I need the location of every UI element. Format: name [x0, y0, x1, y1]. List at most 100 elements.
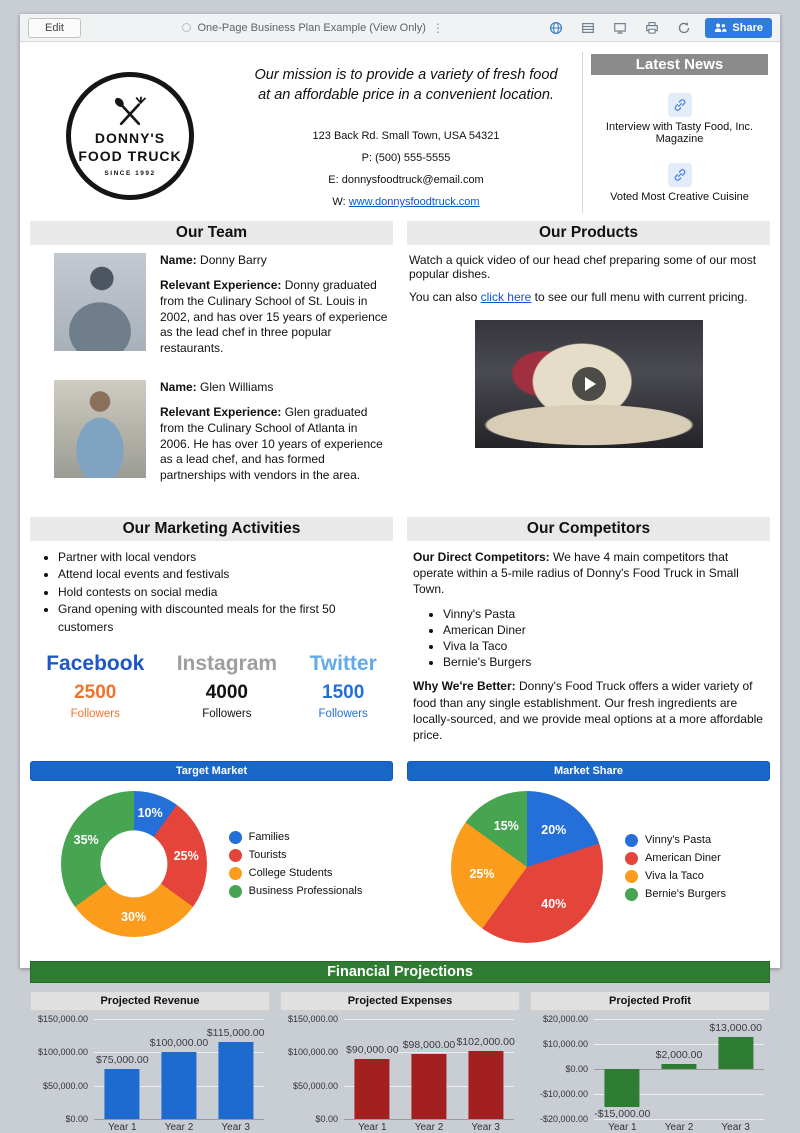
edit-button[interactable]: Edit: [28, 18, 81, 38]
y-axis-tick-label: $0.00: [315, 1114, 338, 1124]
x-axis-label: Year 2: [401, 1119, 458, 1133]
team-member: Name: Donny Barry Relevant Experience: D…: [54, 253, 393, 366]
bar-value-label: $13,000.00: [709, 1022, 762, 1034]
header-section: DONNY'S FOOD TRUCK SINCE 1992 Our missio…: [30, 48, 770, 221]
rows-icon[interactable]: [577, 19, 599, 37]
social-follower-label: Followers: [46, 708, 144, 720]
legend-item: College Students: [229, 867, 363, 880]
menu-link[interactable]: click here: [481, 290, 532, 304]
competitor-item: Viva la Taco: [443, 638, 764, 654]
link-icon[interactable]: [668, 93, 692, 117]
printer-icon[interactable]: [641, 19, 663, 37]
pie-slice-label: 15%: [494, 819, 519, 833]
pie-slice-label: 10%: [138, 806, 163, 820]
projected-profit-card: Projected Profit -$20,000.00-$10,000.00$…: [530, 991, 770, 1133]
marketing-header: Our Marketing Activities: [30, 517, 393, 541]
legend-item: Business Professionals: [229, 885, 363, 898]
legend-item: Families: [229, 831, 363, 844]
social-network-name: Twitter: [310, 652, 377, 676]
bar: [355, 1059, 390, 1119]
mission-and-contact: Our mission is to provide a variety of f…: [238, 52, 574, 213]
target-market-legend: Families Tourists College Students Business…: [229, 826, 363, 903]
social-stat-facebook: Facebook 2500 Followers: [46, 652, 144, 720]
y-axis-tick-label: $50,000.00: [293, 1081, 338, 1091]
share-button[interactable]: Share: [705, 18, 772, 38]
marketing-section: Our Marketing Activities Partner with lo…: [30, 517, 393, 751]
website-prefix: W:: [332, 196, 348, 208]
social-network-name: Facebook: [46, 652, 144, 676]
x-axis-label: Year 2: [651, 1119, 708, 1133]
why-better-text: Why We're Better: Donny's Food Truck off…: [413, 678, 764, 743]
crossed-utensils-icon: [108, 95, 152, 129]
kebab-menu-icon[interactable]: ⋮: [432, 21, 444, 35]
y-axis-tick-label: $50,000.00: [43, 1081, 88, 1091]
chef-video-thumbnail[interactable]: [475, 320, 703, 448]
bar-value-label: $102,000.00: [456, 1036, 514, 1048]
y-axis-tick-label: -$20,000.00: [540, 1114, 588, 1124]
competitor-item: American Diner: [443, 622, 764, 638]
legend-item: Tourists: [229, 849, 363, 862]
market-share-pie-chart: 20%40%25%15%: [451, 791, 603, 943]
news-item-text: Interview with Tasty Food, Inc. Magazine: [591, 121, 768, 145]
pie-slice-label: 25%: [174, 849, 199, 863]
x-axis-label: Year 2: [151, 1119, 208, 1133]
projected-expenses-card: Projected Expenses $0.00$50,000.00$100,0…: [280, 991, 520, 1133]
x-axis-label: Year 3: [207, 1119, 264, 1133]
y-axis-tick-label: $150,000.00: [38, 1014, 88, 1024]
bar-value-label: $100,000.00: [150, 1037, 208, 1049]
news-item-text: Voted Most Creative Cuisine: [591, 191, 768, 203]
document-page: Edit One-Page Business Plan Example (Vie…: [20, 14, 780, 968]
y-axis-tick-label: $100,000.00: [38, 1047, 88, 1057]
monitor-icon[interactable]: [609, 19, 631, 37]
play-button-icon[interactable]: [572, 367, 606, 401]
products-header: Our Products: [407, 221, 770, 245]
bar: [718, 1037, 753, 1070]
bar: [661, 1064, 696, 1069]
social-stat-twitter: Twitter 1500 Followers: [310, 652, 377, 720]
company-logo: DONNY'S FOOD TRUCK SINCE 1992: [30, 52, 230, 213]
member-name: Donny Barry: [197, 253, 267, 267]
pie-slice-label: 25%: [469, 867, 494, 881]
team-header: Our Team: [30, 221, 393, 245]
why-better-label: Why We're Better:: [413, 679, 516, 693]
legend-item: Bernie's Burgers: [625, 888, 726, 901]
document-title-bar: One-Page Business Plan Example (View Onl…: [81, 21, 545, 35]
logo-line2: FOOD TRUCK: [78, 147, 181, 165]
projected-profit-header: Projected Profit: [530, 991, 770, 1011]
x-axis-label: Year 3: [457, 1119, 514, 1133]
projected-revenue-header: Projected Revenue: [30, 991, 270, 1011]
latest-news-panel: Latest News Interview with Tasty Food, I…: [582, 52, 770, 213]
social-follower-count: 1500: [310, 682, 377, 704]
team-photo: [54, 253, 146, 351]
pie-slice-label: 35%: [74, 833, 99, 847]
address: 123 Back Rd. Small Town, USA 54321: [238, 125, 574, 147]
refresh-icon[interactable]: [673, 19, 695, 37]
bar: [411, 1054, 446, 1119]
phone: P: (500) 555-5555: [238, 147, 574, 169]
logo-line1: DONNY'S: [78, 129, 181, 147]
link-icon[interactable]: [668, 163, 692, 187]
direct-competitors-text: Our Direct Competitors: We have 4 main c…: [413, 549, 764, 598]
projected-revenue-chart: $0.00$50,000.00$100,000.00$150,000.00 $7…: [30, 1019, 270, 1119]
website-line: W: www.donnysfoodtruck.com: [238, 191, 574, 213]
share-label: Share: [732, 22, 763, 34]
social-network-name: Instagram: [177, 652, 277, 676]
y-axis-tick-label: $0.00: [565, 1064, 588, 1074]
mission-statement: Our mission is to provide a variety of f…: [238, 52, 574, 105]
legend-item: Vinny's Pasta: [625, 834, 726, 847]
marketing-bullet-list: Partner with local vendors Attend local …: [58, 549, 393, 636]
marketing-bullet: Grand opening with discounted meals for …: [58, 601, 393, 636]
y-axis-tick-label: $20,000.00: [543, 1014, 588, 1024]
globe-icon[interactable]: [545, 19, 567, 37]
news-item: Voted Most Creative Cuisine: [591, 163, 768, 203]
website-link[interactable]: www.donnysfoodtruck.com: [349, 196, 480, 208]
projected-profit-chart: -$20,000.00-$10,000.00$0.00$10,000.00$20…: [530, 1019, 770, 1119]
products-line2-pre: You can also: [409, 290, 481, 304]
logo-since: SINCE 1992: [104, 170, 155, 177]
x-axis-label: Year 3: [707, 1119, 764, 1133]
